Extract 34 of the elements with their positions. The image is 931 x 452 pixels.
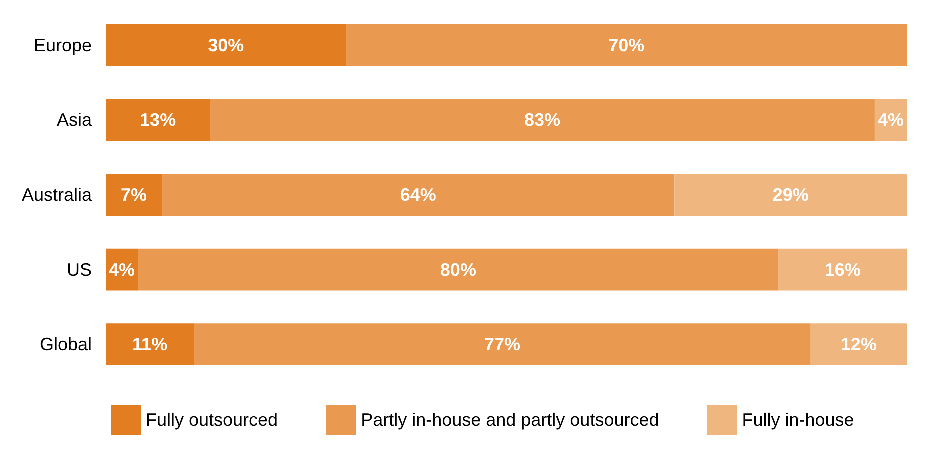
bar bbox=[106, 174, 162, 216]
bar bbox=[162, 174, 675, 216]
y-tick-label: US bbox=[66, 260, 92, 280]
legend-label: Partly in-house and partly outsourced bbox=[361, 410, 660, 430]
y-tick-label: Global bbox=[40, 334, 92, 355]
bar bbox=[106, 99, 210, 142]
bar bbox=[138, 248, 779, 291]
data-label: 13% bbox=[140, 110, 176, 130]
bar bbox=[674, 174, 907, 216]
data-label: 64% bbox=[400, 185, 436, 205]
bar bbox=[194, 324, 811, 366]
legend-label: Fully in-house bbox=[742, 410, 854, 430]
data-label: 4% bbox=[878, 110, 904, 130]
data-label: 83% bbox=[524, 110, 561, 130]
y-tick-label: Europe bbox=[34, 35, 92, 56]
data-label: 11% bbox=[132, 334, 168, 355]
y-tick-label: Australia bbox=[22, 185, 93, 205]
data-label: 77% bbox=[484, 334, 521, 355]
bar bbox=[106, 24, 346, 66]
data-label: 70% bbox=[608, 35, 645, 56]
data-label: 16% bbox=[824, 260, 861, 280]
data-label: 7% bbox=[121, 185, 148, 205]
data-label: 29% bbox=[772, 185, 809, 205]
data-label: 4% bbox=[109, 260, 136, 280]
y-tick-label: Asia bbox=[56, 110, 93, 130]
bar bbox=[106, 324, 194, 366]
data-label: 80% bbox=[440, 260, 476, 280]
legend-label: Fully outsourced bbox=[146, 410, 278, 430]
data-label: 12% bbox=[840, 334, 877, 355]
bar bbox=[210, 99, 875, 142]
bar bbox=[346, 24, 907, 66]
bar bbox=[778, 248, 907, 291]
bar bbox=[810, 324, 907, 366]
data-label: 30% bbox=[208, 35, 244, 56]
